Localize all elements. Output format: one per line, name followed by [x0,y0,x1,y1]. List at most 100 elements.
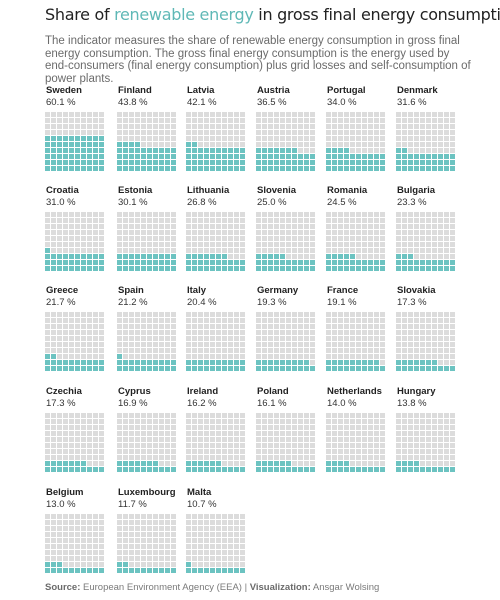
waffle-cell-empty [210,550,215,555]
waffle-cell-empty [274,124,279,129]
waffle-cell-empty [380,437,385,442]
waffle-cell-empty [426,461,431,466]
waffle-cell-filled [57,260,62,265]
waffle-cell-filled [450,266,455,271]
waffle-cell-empty [310,230,315,235]
waffle-cell-empty [402,142,407,147]
waffle-cell-filled [450,467,455,472]
waffle-cell-empty [216,425,221,430]
waffle-cell-empty [135,431,140,436]
waffle-cell-empty [414,336,419,341]
waffle-cell-empty [298,248,303,253]
waffle-cell-empty [426,437,431,442]
waffle-cell-filled [141,568,146,573]
waffle-cell-empty [45,324,50,329]
waffle-cell-empty [326,136,331,141]
waffle-cell-filled [326,366,331,371]
waffle-cell-filled [153,266,158,271]
waffle-cell-empty [204,312,209,317]
waffle-cell-filled [192,266,197,271]
waffle-cell-empty [135,538,140,543]
waffle-cell-empty [129,318,134,323]
waffle-cell-empty [123,324,128,329]
waffle-cell-empty [99,124,104,129]
waffle-cell-empty [256,336,261,341]
waffle-cell-filled [368,266,373,271]
waffle-cell-filled [123,154,128,159]
waffle-cell-empty [408,336,413,341]
waffle-cell-empty [141,437,146,442]
waffle-cell-empty [262,455,267,460]
waffle-cell-empty [426,449,431,454]
waffle-cell-empty [153,413,158,418]
waffle-cell-filled [45,248,50,253]
waffle-cell-filled [93,142,98,147]
waffle-cell-empty [204,449,209,454]
waffle-cell-empty [426,130,431,135]
waffle-cell-filled [129,148,134,153]
waffle-cell-empty [356,324,361,329]
waffle-cell-empty [402,336,407,341]
waffle-grid [396,212,458,272]
waffle-cell-empty [171,312,176,317]
waffle-cell-empty [135,354,140,359]
waffle-cell-empty [75,520,80,525]
waffle-cell-filled [87,467,92,472]
waffle-cell-filled [51,354,56,359]
waffle-cell-empty [414,230,419,235]
waffle-cell-empty [165,538,170,543]
waffle-cell-empty [292,413,297,418]
waffle-cell-empty [286,348,291,353]
waffle-cell-empty [99,348,104,353]
waffle-cell-empty [380,443,385,448]
waffle-cell-empty [240,242,245,247]
waffle-cell-empty [204,455,209,460]
waffle-cell-empty [216,556,221,561]
waffle-cell-empty [362,324,367,329]
waffle-cell-empty [432,431,437,436]
waffle-cell-empty [362,118,367,123]
waffle-cell-empty [240,556,245,561]
waffle-cell-empty [240,230,245,235]
waffle-cell-filled [362,154,367,159]
waffle-cell-empty [45,532,50,537]
waffle-cell-filled [171,260,176,265]
waffle-cell-empty [99,550,104,555]
waffle-cell-empty [63,236,68,241]
country-share-label: 30.1 % [118,197,148,208]
waffle-cell-empty [51,212,56,217]
waffle-cell-filled [87,360,92,365]
waffle-cell-filled [93,166,98,171]
waffle-cell-filled [438,467,443,472]
waffle-cell-empty [81,455,86,460]
waffle-cell-filled [414,266,419,271]
waffle-cell-empty [87,461,92,466]
waffle-cell-empty [356,112,361,117]
waffle-cell-empty [326,354,331,359]
waffle-cell-empty [426,443,431,448]
waffle-cell-empty [165,124,170,129]
waffle-cell-filled [326,467,331,472]
waffle-cell-empty [123,544,128,549]
waffle-cell-empty [171,431,176,436]
waffle-cell-empty [280,112,285,117]
waffle-cell-empty [192,425,197,430]
waffle-cell-empty [117,242,122,247]
waffle-cell-empty [210,532,215,537]
waffle-cell-empty [186,336,191,341]
waffle-cell-empty [204,354,209,359]
waffle-cell-filled [204,260,209,265]
waffle-cell-filled [228,160,233,165]
waffle-cell-empty [159,443,164,448]
waffle-cell-empty [326,324,331,329]
waffle-cell-filled [57,148,62,153]
waffle-cell-filled [332,166,337,171]
waffle-cell-empty [192,130,197,135]
waffle-cell-filled [45,562,50,567]
waffle-cell-empty [326,124,331,129]
waffle-cell-empty [147,556,152,561]
waffle-cell-filled [123,360,128,365]
waffle-cell-filled [338,366,343,371]
waffle-cell-empty [396,336,401,341]
waffle-cell-empty [298,224,303,229]
